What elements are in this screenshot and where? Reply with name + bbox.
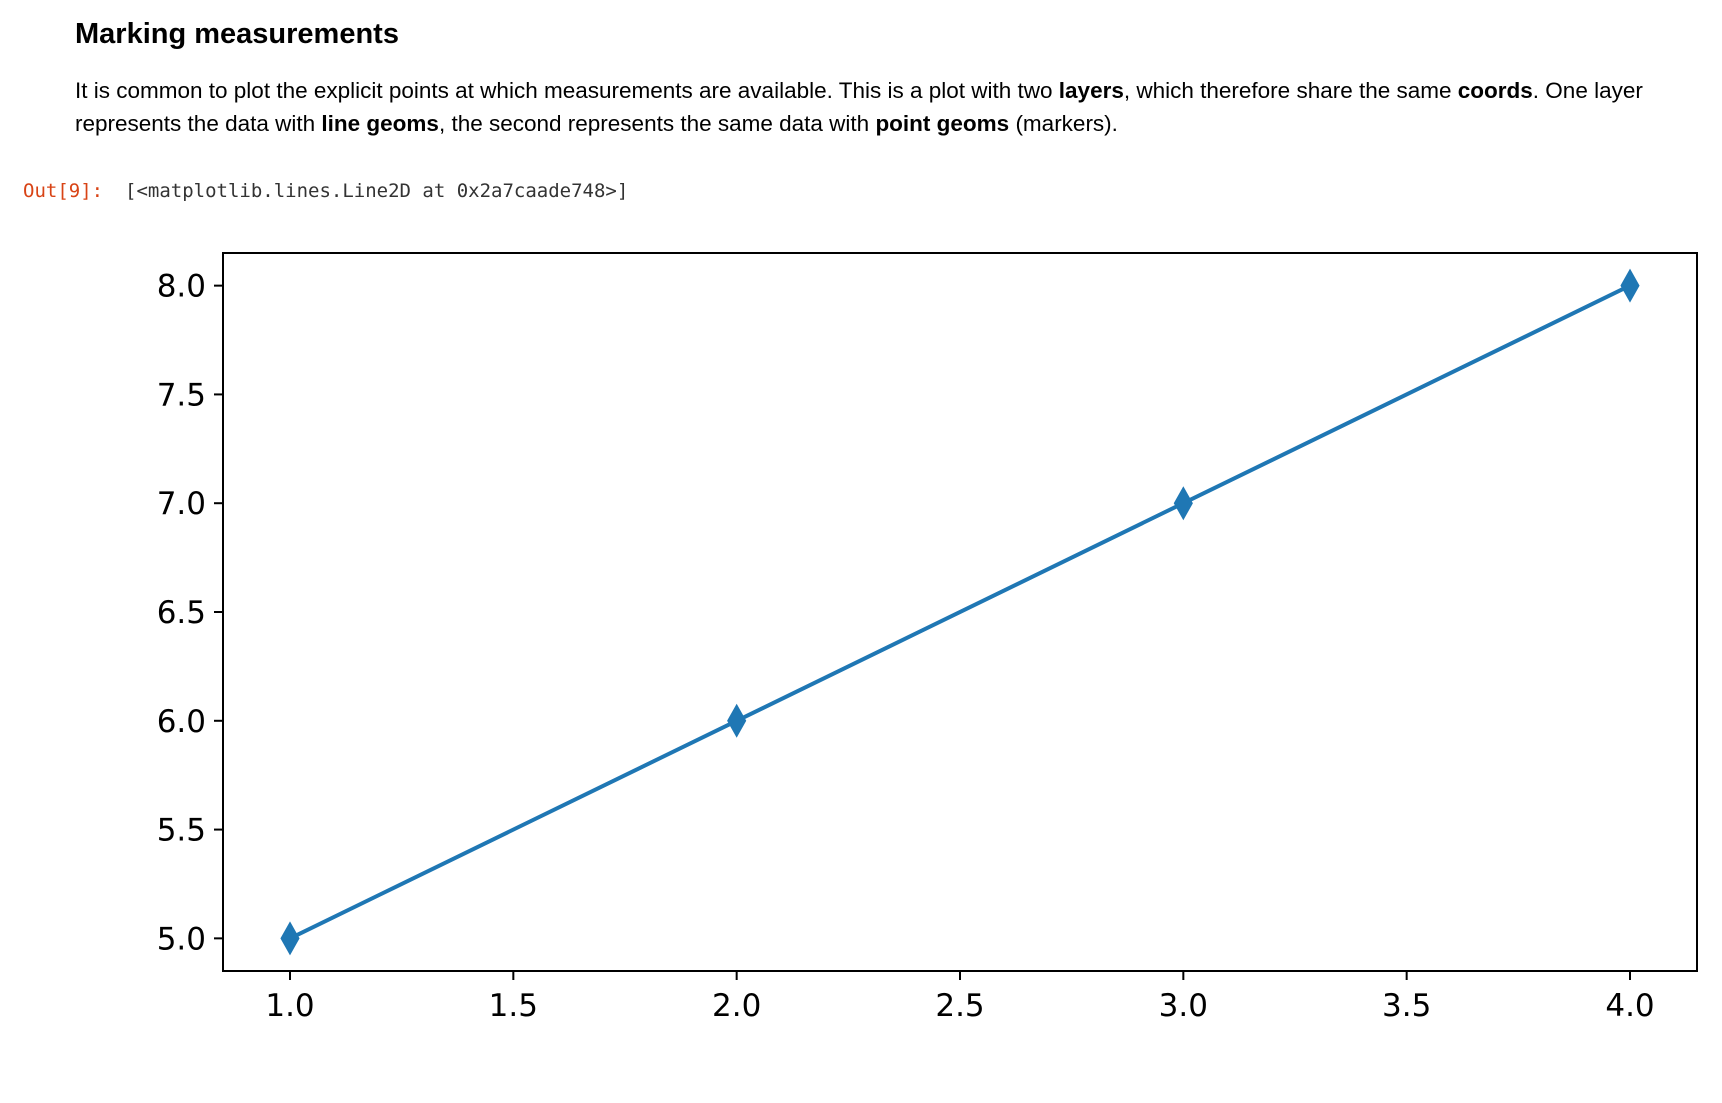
para-text: , which therefore share the same — [1123, 78, 1458, 103]
axes-frame — [222, 252, 1698, 972]
data-point-marker — [1173, 486, 1193, 521]
data-point-marker — [280, 921, 300, 956]
series-markers — [280, 268, 1640, 956]
x-tick-label: 3.0 — [1159, 988, 1208, 1024]
y-tick-label: 7.5 — [157, 377, 206, 413]
para-text: (markers). — [1009, 111, 1118, 136]
output-repr-text: [<matplotlib.lines.Line2D at 0x2a7caade7… — [125, 180, 629, 202]
y-tick-label: 5.0 — [157, 921, 206, 957]
markdown-cell: Marking measurements It is common to plo… — [75, 14, 1705, 140]
y-tick-label: 5.5 — [157, 813, 206, 849]
output-prompt: Out[9]: — [23, 180, 104, 202]
para-text: . One layer represents the data with — [75, 78, 1643, 136]
section-heading: Marking measurements — [75, 18, 399, 50]
x-tick-label: 1.0 — [265, 988, 314, 1024]
x-tick-label: 1.5 — [489, 988, 538, 1024]
y-tick-label: 7.0 — [157, 486, 206, 522]
para-bold-point-geoms: point geoms — [875, 111, 1010, 136]
y-tick-label: 6.5 — [157, 595, 206, 631]
para-bold-layers: layers — [1058, 78, 1124, 103]
x-tick-label: 2.5 — [935, 988, 984, 1024]
description-paragraph: It is common to plot the explicit points… — [75, 74, 1705, 140]
data-point-marker — [727, 703, 747, 738]
para-text: , the second represents the same data wi… — [438, 111, 876, 136]
x-tick-label: 3.5 — [1382, 988, 1431, 1024]
data-point-marker — [1620, 268, 1640, 303]
para-bold-coords: coords — [1457, 78, 1533, 103]
y-tick-label: 8.0 — [157, 269, 206, 305]
series-line — [289, 283, 1631, 941]
para-bold-line-geoms: line geoms — [321, 111, 439, 136]
x-tick-label: 2.0 — [712, 988, 761, 1024]
axis-ticks: 1.0 1.5 2.0 2.5 3.0 3.5 4.0 5.0 5.5 6.0 6.5 7.0 7.5 8… — [157, 269, 1655, 1024]
y-tick-label: 6.0 — [157, 704, 206, 740]
para-text: It is common to plot the explicit points… — [75, 78, 1059, 103]
x-tick-label: 4.0 — [1605, 988, 1654, 1024]
